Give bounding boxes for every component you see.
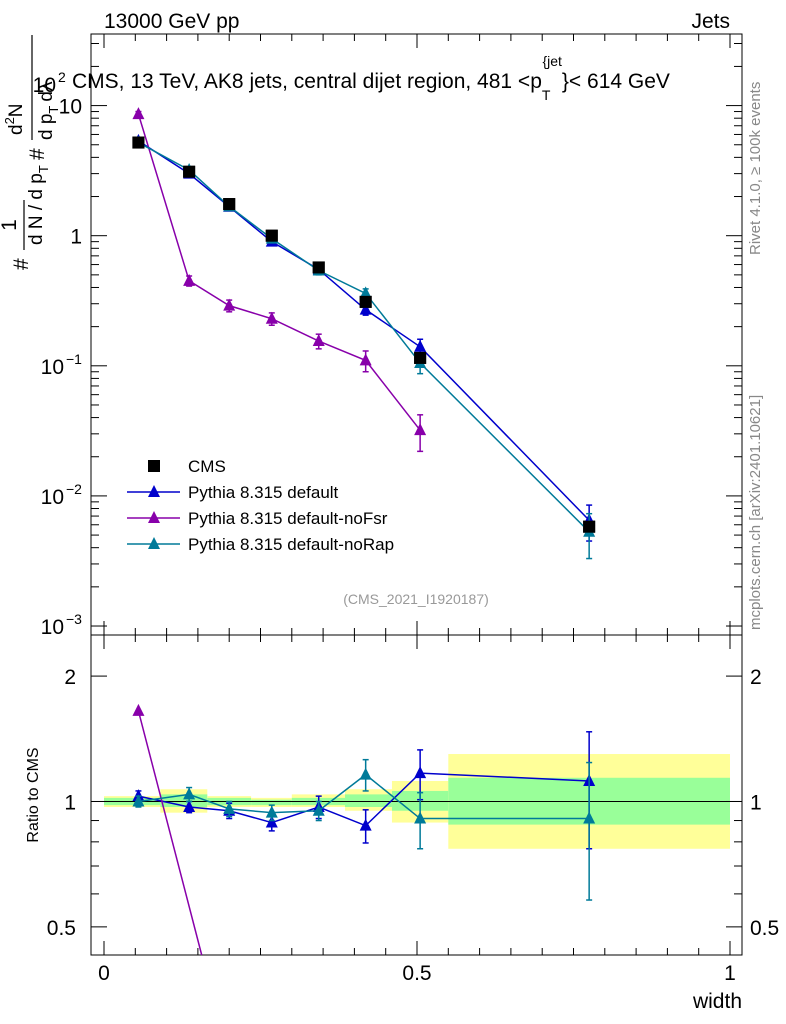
bot-ytick-label-right: 2 xyxy=(750,666,762,689)
plot-title: CMS, 13 TeV, AK8 jets, central dijet reg… xyxy=(72,53,670,103)
top-ytick-label: 10 xyxy=(41,356,64,379)
title-text: CMS, 13 TeV, AK8 jets, central dijet reg… xyxy=(72,70,542,93)
header-right: Jets xyxy=(691,10,730,33)
ratio-point-noRap xyxy=(583,811,596,824)
ratio-series-noFsr xyxy=(132,703,203,956)
ratio-point-noRap xyxy=(183,787,196,800)
top-ytick-exponent: −1 xyxy=(66,351,82,367)
point-noFsr xyxy=(223,298,236,311)
ratio-point-default xyxy=(414,766,427,779)
point-noFsr xyxy=(312,334,325,347)
ratio-point-noRap xyxy=(132,794,145,807)
title-sub: T xyxy=(542,87,551,103)
bot-ytick-label-right: 1 xyxy=(750,791,762,814)
ylabel-one: 1 xyxy=(0,219,21,231)
legend-marker xyxy=(148,485,160,497)
point-noFsr xyxy=(183,273,196,286)
point-noFsr xyxy=(132,107,145,120)
ratio-point-default xyxy=(183,799,196,812)
cms-data-point xyxy=(414,351,427,364)
ratio-point-noRap xyxy=(359,767,372,780)
ylabel-numerator: d2N xyxy=(2,103,27,135)
ylabel-denominator-2: d pTdλ xyxy=(36,81,61,140)
cms-data-point xyxy=(359,295,372,308)
legend-item-noRap: Pythia 8.315 default-noRap xyxy=(127,535,394,554)
point-noFsr xyxy=(414,423,427,436)
top-ytick-label-100: 10 xyxy=(33,74,56,97)
cms-data-point xyxy=(265,229,278,242)
legend-label: Pythia 8.315 default xyxy=(188,483,339,502)
top-ytick-exponent: −2 xyxy=(66,481,82,497)
cms-data-point xyxy=(132,136,145,149)
point-noFsr xyxy=(359,353,372,366)
title-sup: {jet xyxy=(542,53,562,69)
series-line xyxy=(137,710,203,956)
top-ytick-exponent: −3 xyxy=(66,611,82,627)
bot-ytick-label-right: 0.5 xyxy=(750,917,779,940)
uncertainty-band-green xyxy=(251,799,292,806)
cms-data-point xyxy=(312,261,325,274)
ylabel-hash2: # xyxy=(26,148,49,160)
watermark: (CMS_2021_I1920187) xyxy=(343,591,489,607)
cms-data-point xyxy=(223,198,236,211)
bot-ytick-label: 0.5 xyxy=(47,917,76,940)
x-axis-label: width xyxy=(692,990,742,1013)
cms-data-point xyxy=(183,165,196,178)
bottom-panel: 0.5 0.5 1 1 2 2 xyxy=(47,634,779,956)
legend-item-default: Pythia 8.315 default xyxy=(127,483,339,502)
point-noFsr xyxy=(265,311,278,324)
series-line xyxy=(138,773,590,820)
ratio-point-noRap xyxy=(414,811,427,824)
cms-overlay xyxy=(132,136,596,533)
series-line xyxy=(137,113,421,431)
series-noFsr xyxy=(132,107,427,453)
x-tick-label: 0.5 xyxy=(402,962,431,985)
x-tick-label: 1 xyxy=(724,962,736,985)
top-ylabel: # 1 d N / d pT # d2N d pTdλ xyxy=(0,35,61,270)
top-ytick-exponent-100: 2 xyxy=(58,69,66,85)
legend-label: Pythia 8.315 default-noRap xyxy=(188,535,394,554)
top-ytick-label: 1 xyxy=(70,226,82,249)
rivet-label: Rivet 4.1.0, ≥ 100k events xyxy=(747,82,764,255)
bot-ytick-label: 1 xyxy=(64,791,76,814)
point-default xyxy=(414,339,427,352)
title-main: CMS, 13 TeV, AK8 jets, central dijet reg… xyxy=(72,53,670,103)
series-line xyxy=(138,140,590,521)
ratio-point-default xyxy=(265,815,278,828)
ratio-point-noRap xyxy=(312,803,325,816)
ratio-point-noFsr xyxy=(132,703,145,716)
x-tick-label: 0 xyxy=(98,962,110,985)
top-ytick-label: 10 xyxy=(41,616,64,639)
legend-marker xyxy=(148,537,160,549)
legend-marker xyxy=(148,460,160,472)
mcplots-label: mcplots.cern.ch [arXiv:2401.10621] xyxy=(747,395,764,630)
title-tail: }< 614 GeV xyxy=(562,70,670,93)
ylabel-hash1: # xyxy=(10,258,33,270)
top-ytick-label: 10 xyxy=(41,486,64,509)
bottom-ylabel: Ratio to CMS xyxy=(25,747,42,842)
header-left: 13000 GeV pp xyxy=(104,10,239,33)
point-default xyxy=(359,302,372,315)
ratio-point-noRap xyxy=(265,805,278,818)
point-noRap xyxy=(359,286,372,299)
ratio-series-noRap xyxy=(132,758,596,901)
legend: CMS Pythia 8.315 default Pythia 8.315 defa… xyxy=(127,457,394,554)
legend-item-noFsr: Pythia 8.315 default-noFsr xyxy=(127,509,388,528)
series-line xyxy=(138,772,590,827)
top-ytick-label: 10 xyxy=(59,96,82,119)
cms-data-point xyxy=(583,520,596,533)
ratio-point-noRap xyxy=(223,801,236,814)
legend-label: Pythia 8.315 default-noFsr xyxy=(188,509,388,528)
legend-item-data: CMS xyxy=(148,457,226,476)
ylabel-denominator: d N / d pT xyxy=(26,165,51,245)
legend-label: CMS xyxy=(188,457,226,476)
uncertainty-band-green xyxy=(345,794,392,807)
ratio-point-default xyxy=(359,818,372,831)
bot-ytick-label: 2 xyxy=(64,666,76,689)
series-default xyxy=(132,133,596,542)
legend-marker xyxy=(148,511,160,523)
series-line xyxy=(138,141,590,533)
